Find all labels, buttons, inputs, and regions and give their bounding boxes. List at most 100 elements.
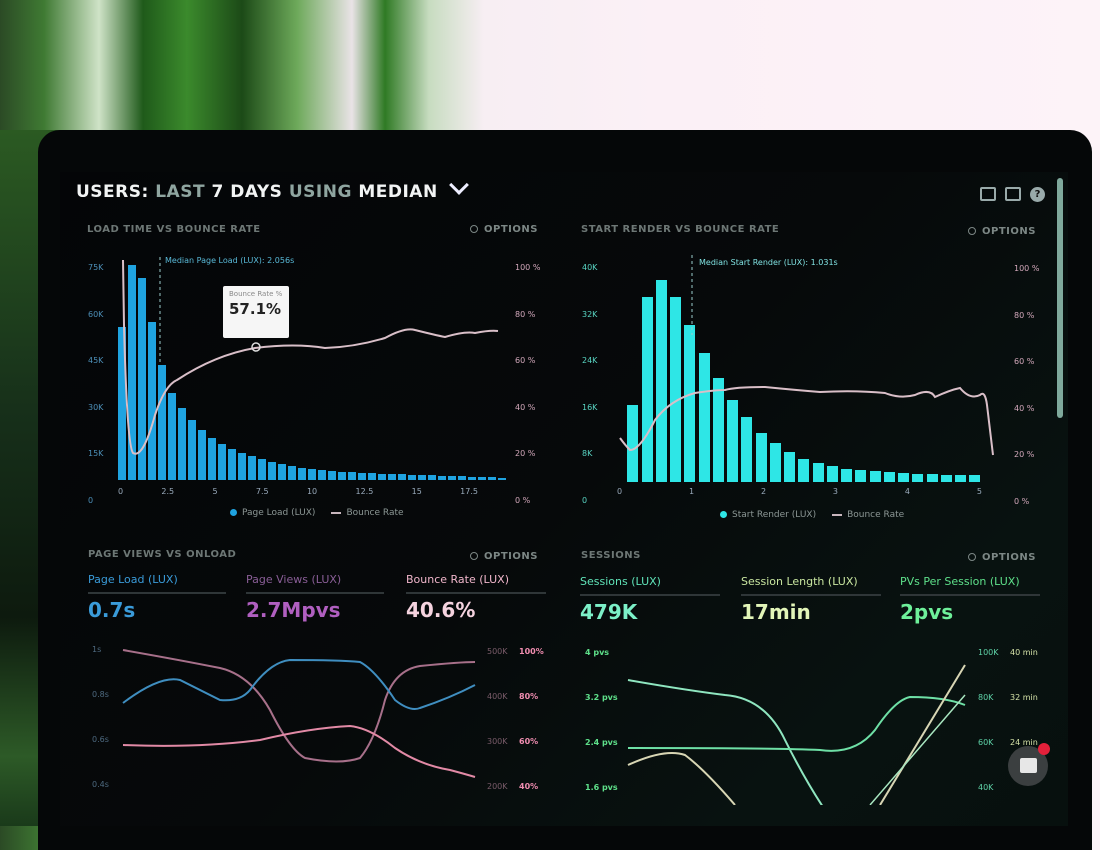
legend-load: Page Load (LUX) Bounce Rate xyxy=(230,508,404,518)
tick: 40K xyxy=(582,263,598,272)
tick: 60 % xyxy=(515,356,536,365)
tick: 15 xyxy=(411,487,422,496)
tick: 0 xyxy=(582,495,588,505)
help-icon[interactable]: ? xyxy=(1030,187,1045,202)
share-icon[interactable] xyxy=(1005,187,1021,201)
median-label-load: Median Page Load (LUX): 2.056s xyxy=(165,256,295,265)
tick: 100% xyxy=(519,647,544,656)
tick: 5 xyxy=(212,487,218,496)
tick: 0.6s xyxy=(92,735,109,744)
legend-start: Start Render (LUX) Bounce Rate xyxy=(720,510,904,520)
tick: 24K xyxy=(582,356,598,365)
x-axis-start: 0 1 2 3 4 5 xyxy=(617,487,982,496)
metric-session-length: Session Length (LUX) 17min xyxy=(741,575,881,624)
y-axis-left-sessions: 4 pvs 3.2 pvs 2.4 pvs 1.6 pvs xyxy=(585,630,618,810)
tick: 0 xyxy=(118,487,124,496)
tick: 40% xyxy=(519,782,539,791)
tick: 5 xyxy=(976,487,982,496)
tick: 60K xyxy=(88,309,104,319)
gear-icon xyxy=(470,552,478,560)
tick: 40 % xyxy=(515,402,536,412)
y-axis-right-views: 500K 400K 300K 200K xyxy=(487,629,508,809)
tick: 2.5 xyxy=(161,487,175,496)
metric-value: 0.7s xyxy=(88,598,136,622)
metric-value: 2.7Mpvs xyxy=(246,598,341,622)
tick: 60K xyxy=(978,738,994,747)
metric-label: Sessions (LUX) xyxy=(580,575,661,588)
tooltip-label: Bounce Rate % xyxy=(229,290,283,298)
tick: 4 xyxy=(904,487,910,496)
tick: 8K xyxy=(582,449,593,458)
tick: 2.4 pvs xyxy=(585,738,618,747)
legend-line-icon xyxy=(331,511,342,514)
title-range: 7 DAYS xyxy=(211,182,283,202)
y-axis-right-bounce: 100% 80% 60% 40% xyxy=(519,629,544,809)
tick: 17.5 xyxy=(460,487,478,496)
tick: 1s xyxy=(92,645,102,654)
panel-title-sessions: SESSIONS xyxy=(581,550,641,561)
tick: 300K xyxy=(487,737,508,746)
header-icons: ? xyxy=(980,187,1045,202)
legend-item: Start Render (LUX) xyxy=(732,510,817,520)
options-button-start-render[interactable]: OPTIONS xyxy=(968,226,1036,237)
dashboard-title[interactable]: USERS: LAST 7 DAYS USING MEDIAN xyxy=(76,175,470,202)
tick: 32 min xyxy=(1010,693,1038,702)
y-axis-left-page-views: 1s 0.8s 0.6s 0.4s xyxy=(92,627,109,807)
y-axis-left-start: 40K 32K 24K 16K 8K 0 xyxy=(582,245,597,524)
start-render-chart xyxy=(619,255,994,482)
tick: 20 % xyxy=(515,449,536,458)
metric-label: Bounce Rate (LUX) xyxy=(406,573,510,586)
chat-icon xyxy=(1020,758,1037,773)
page-views-chart xyxy=(122,649,476,778)
tick: 80K xyxy=(978,693,994,702)
y-axis-left-load: 75K 60K 45K 30K 15K 0 xyxy=(88,245,103,524)
metric-sessions: Sessions (LUX) 479K xyxy=(580,575,720,624)
tick: 60% xyxy=(519,737,539,746)
tick: 0.8s xyxy=(92,690,109,699)
title-users: USERS: xyxy=(76,182,149,202)
panel-title-load-time: LOAD TIME VS BOUNCE RATE xyxy=(87,224,261,235)
median-label-start: Median Start Render (LUX): 1.031s xyxy=(699,258,838,267)
tick: 1 xyxy=(688,487,695,496)
tick: 32K xyxy=(582,309,598,319)
monitor-icon[interactable] xyxy=(980,187,996,201)
scrollbar[interactable] xyxy=(1057,178,1063,418)
dashboard-screen xyxy=(60,172,1068,826)
title-last: LAST xyxy=(155,182,206,202)
y-axis-right-load: 100 % 80 % 60 % 40 % 20 % 0 % xyxy=(515,245,540,524)
tick: 15K xyxy=(88,449,104,458)
tick: 40 % xyxy=(1014,403,1035,413)
divider xyxy=(900,594,1040,596)
options-label: OPTIONS xyxy=(484,224,538,235)
tick: 45K xyxy=(88,356,104,365)
options-button-sessions[interactable]: OPTIONS xyxy=(968,552,1036,563)
y-axis-right-start: 100 % 80 % 60 % 40 % 20 % 0 % xyxy=(1014,246,1039,525)
metric-page-load: Page Load (LUX) 0.7s xyxy=(88,573,226,622)
y-axis-right-length: 40 min 32 min 24 min xyxy=(1010,630,1038,765)
tick: 3 xyxy=(832,487,838,496)
metric-value: 17min xyxy=(741,600,811,624)
options-button-load-time[interactable]: OPTIONS xyxy=(470,224,538,235)
tick: 400K xyxy=(487,692,508,701)
tick: 2 xyxy=(760,487,767,496)
metric-value: 479K xyxy=(580,600,638,624)
tick: 75K xyxy=(88,263,104,272)
chat-button[interactable] xyxy=(1008,743,1050,786)
metric-value: 2pvs xyxy=(900,600,954,624)
tick: 80 % xyxy=(515,309,536,319)
panel-title-page-views: PAGE VIEWS VS ONLOAD xyxy=(88,549,237,560)
options-button-page-views[interactable]: OPTIONS xyxy=(470,551,538,562)
tick: 24 min xyxy=(1010,738,1038,747)
tick: 40 min xyxy=(1010,648,1038,657)
tick: 1.6 pvs xyxy=(585,783,618,792)
gear-icon xyxy=(968,227,976,235)
legend-item: Bounce Rate xyxy=(346,508,404,518)
title-statistic: MEDIAN xyxy=(358,182,438,202)
tick: 80 % xyxy=(1014,310,1035,320)
tick: 0 % xyxy=(515,495,531,505)
tick: 30K xyxy=(88,402,104,412)
y-axis-right-sessions: 100K 80K 60K 40K xyxy=(978,630,999,810)
metric-label: Page Views (LUX) xyxy=(246,573,342,586)
gear-icon xyxy=(470,225,478,233)
metric-pvs-per-session: PVs Per Session (LUX) 2pvs xyxy=(900,575,1040,624)
